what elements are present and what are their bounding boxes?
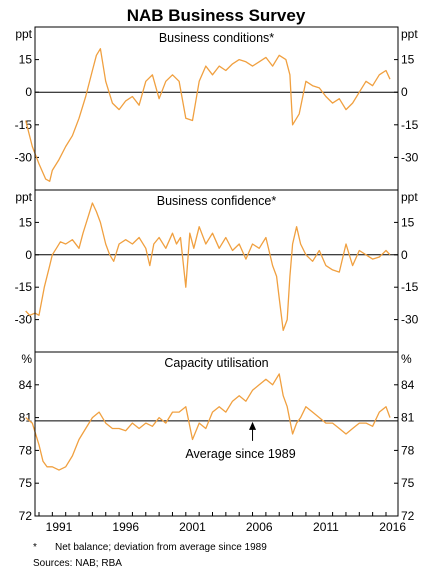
- x-tick-label: 1991: [46, 520, 73, 534]
- annotation-arrow-head: [249, 421, 257, 430]
- unit-label-right: ppt: [401, 27, 418, 41]
- x-tick-label: 2006: [246, 520, 273, 534]
- y-tick-label-right: 75: [401, 476, 415, 490]
- panel-capacity-utilisation: 72 72 75 75 78 78 81 81 84 84% % Capacity utilisati…: [19, 351, 415, 523]
- panel-business-confidence: -30 -30 -15 -15 0 0 15 15 ppt ppt Business confide…: [15, 189, 419, 332]
- annotation-label: Average since 1989: [185, 447, 295, 461]
- y-tick-label-left: -30: [15, 150, 33, 164]
- unit-label-right: %: [401, 352, 412, 366]
- unit-label-left: ppt: [15, 27, 32, 41]
- y-tick-label-left: 75: [19, 476, 33, 490]
- panel-title: Business confidence*: [157, 194, 277, 208]
- y-tick-label-left: -15: [15, 118, 33, 132]
- y-tick-label-right: 0: [401, 248, 408, 262]
- panel-title: Capacity utilisation: [164, 356, 268, 370]
- series-line: [25, 202, 391, 332]
- y-tick-label-left: 0: [25, 248, 32, 262]
- y-tick-label-right: 0: [401, 85, 408, 99]
- y-tick-label-right: 15: [401, 215, 415, 229]
- x-tick-label: 2011: [313, 520, 339, 534]
- y-tick-label-left: 78: [19, 443, 33, 457]
- series-line: [25, 373, 391, 471]
- y-tick-label-right: -15: [401, 118, 419, 132]
- x-axis: 1991 1996 2001 2006 2011 2016: [38, 512, 406, 534]
- y-tick-label-left: 15: [19, 215, 33, 229]
- footnote-marker: *: [33, 542, 37, 553]
- y-tick-label-left: 84: [19, 378, 33, 392]
- y-tick-label-left: 15: [19, 53, 33, 67]
- y-tick-label-right: 15: [401, 53, 415, 67]
- y-tick-label-left: 0: [25, 85, 32, 99]
- sources: Sources: NAB; RBA: [33, 558, 122, 569]
- unit-label-left: %: [21, 352, 32, 366]
- x-tick-label: 1996: [112, 520, 139, 534]
- footnote: Net balance; deviation from average sinc…: [55, 542, 267, 553]
- chart-title: NAB Business Survey: [127, 6, 306, 25]
- y-tick-label-right: -15: [401, 280, 419, 294]
- y-tick-label-left: 72: [19, 509, 33, 523]
- panel-title: Business conditions*: [159, 31, 274, 45]
- plot-frame: [34, 26, 399, 517]
- x-tick-label: 2001: [179, 520, 206, 534]
- y-tick-label-right: -30: [401, 313, 419, 327]
- y-tick-label-right: 84: [401, 378, 415, 392]
- y-tick-label-right: -30: [401, 150, 419, 164]
- y-tick-label-left: -15: [15, 280, 33, 294]
- series-line: [25, 48, 391, 182]
- y-tick-label-left: -30: [15, 313, 33, 327]
- unit-label-right: ppt: [401, 190, 418, 204]
- y-tick-label-right: 78: [401, 443, 415, 457]
- panel-business-conditions: -30 -30 -15 -15 0 0 15 15 ppt ppt Business conditi…: [15, 27, 419, 182]
- x-tick-label: 2016: [379, 520, 406, 534]
- y-tick-label-right: 72: [401, 509, 415, 523]
- unit-label-left: ppt: [15, 190, 32, 204]
- y-tick-label-left: 81: [19, 411, 33, 425]
- y-tick-label-right: 81: [401, 411, 415, 425]
